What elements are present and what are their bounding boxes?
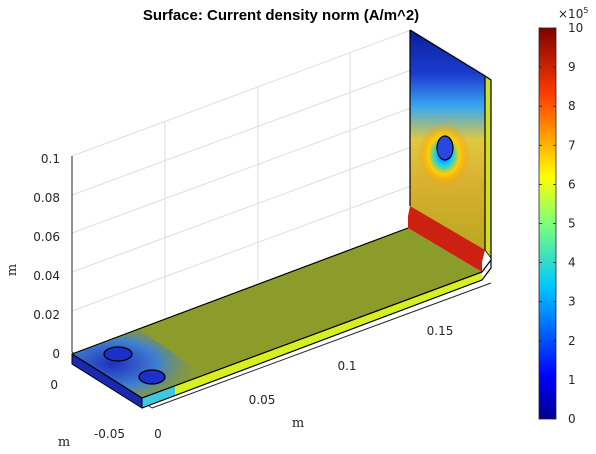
colorbar-tick-label: 9 xyxy=(568,60,576,74)
hole-left-1 xyxy=(103,346,133,362)
colorbar-tick-label: 1 xyxy=(568,373,576,387)
x-tick-label: 0.05 xyxy=(249,393,276,407)
x-tick-label: 0.1 xyxy=(337,359,356,373)
z-tick-label: 0.1 xyxy=(41,152,60,166)
geometry xyxy=(71,29,492,409)
colorbar-tick-label: 7 xyxy=(568,138,576,152)
bend-face xyxy=(408,206,485,272)
colorbar-tick-label: 4 xyxy=(568,256,576,270)
colorbar-tick-label: 5 xyxy=(568,217,576,231)
colorbar-tick-label: 0 xyxy=(568,412,576,426)
z-tick-label: 0 xyxy=(52,347,60,361)
colorbar-tick-label: 3 xyxy=(568,295,576,309)
colorbar-tick-label: 8 xyxy=(568,99,576,113)
y-tick-label: -0.05 xyxy=(94,427,125,441)
x-tick-label: 0.15 xyxy=(427,324,454,338)
y-tick-label: 0 xyxy=(50,378,58,392)
hole-left-2 xyxy=(138,369,166,385)
colorbar-tick-label: 6 xyxy=(568,177,576,191)
z-tick-label: 0.02 xyxy=(33,308,60,322)
z-ticks: 0 0.02 0.04 0.06 0.08 0.1 xyxy=(33,152,60,361)
z-tick-label: 0.04 xyxy=(33,269,60,283)
colorbar-multiplier: ×105 xyxy=(558,6,588,21)
x-axis-label: m xyxy=(292,416,304,431)
x-tick-label: 0 xyxy=(154,427,162,441)
z-tick-label: 0.06 xyxy=(33,230,60,244)
x-ticks: 0 0.05 0.1 0.15 xyxy=(154,324,453,441)
z-tick-label: 0.08 xyxy=(33,191,60,205)
colorbar: 0 1 2 3 4 5 6 7 8 9 10 ×105 xyxy=(538,6,588,426)
z-axis-label: m xyxy=(5,264,20,276)
plate-front-edge xyxy=(142,272,482,408)
chart-title: Surface: Current density norm (A/m^2) xyxy=(143,7,419,24)
y-axis-label: m xyxy=(58,435,70,450)
hole-vertical xyxy=(436,135,454,161)
y-ticks: -0.05 0 xyxy=(50,378,125,441)
colorbar-exponent: 5 xyxy=(583,6,588,15)
colorbar-tick-label: 10 xyxy=(568,21,583,35)
colorbar-tick-label: 2 xyxy=(568,334,576,348)
